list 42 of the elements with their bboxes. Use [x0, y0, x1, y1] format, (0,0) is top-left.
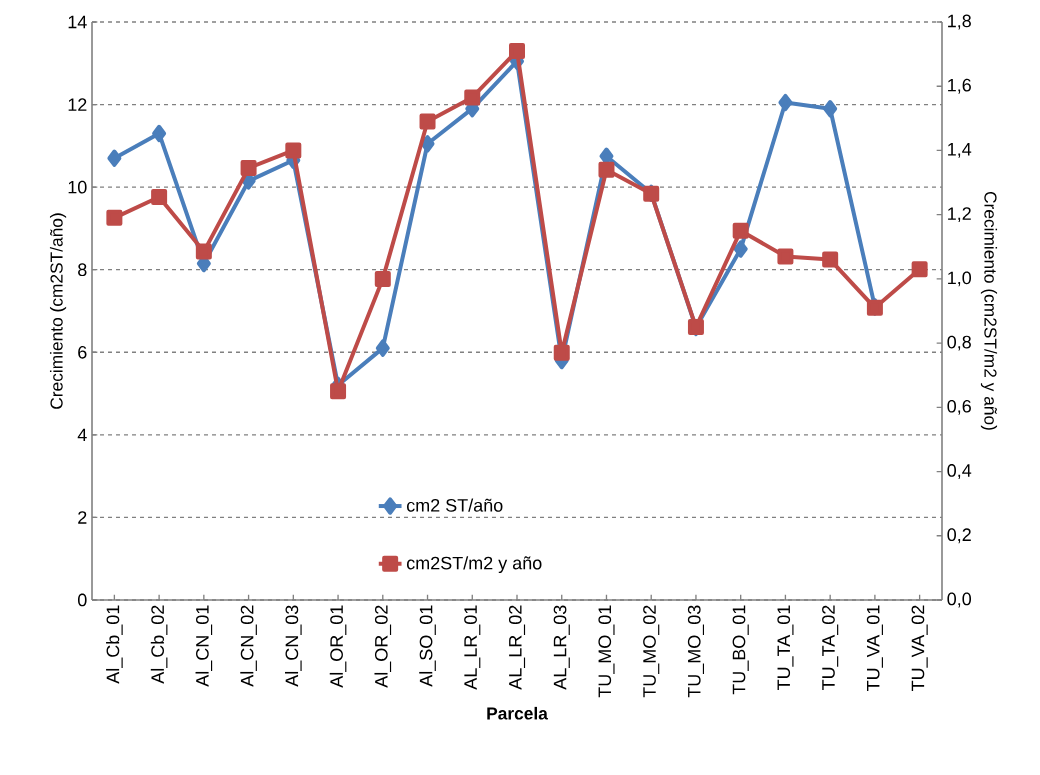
- x-tick-label: TU_BO_01: [732, 605, 749, 695]
- x-tick-label: Al_CN_02: [240, 605, 257, 687]
- y2-tick-label: 1,8: [948, 14, 971, 30]
- y2-tick-label: 0,2: [947, 528, 971, 544]
- y-tick-label: 4: [77, 428, 87, 442]
- x-tick-label: TU_MO_02: [643, 605, 660, 698]
- y-tick-label: 0: [78, 593, 87, 607]
- x-tick-label: TU_MO_01: [598, 605, 615, 698]
- y2-tick-label: 0,0: [947, 592, 972, 608]
- x-tick-label: AL_LR_03: [553, 605, 570, 690]
- legend-label: cm2ST/m2 y año: [406, 556, 542, 574]
- x-tick-label: TU_VA_01: [866, 605, 883, 692]
- y-tick-label: 6: [78, 345, 87, 359]
- y-tick-label: 2: [78, 511, 87, 524]
- y-tick-label: 8: [78, 263, 87, 277]
- x-tick-label: Al_OR_01: [329, 605, 347, 688]
- y2-axis-title: Crecimiento (cm2ST/m2 y año): [980, 191, 998, 430]
- x-tick-label: Al_SO_01: [419, 605, 436, 687]
- x-tick-label: Al_Cb_02: [150, 605, 168, 684]
- y2-tick-label: 1,6: [948, 78, 971, 94]
- x-axis-title: Parcela: [487, 706, 548, 720]
- y2-tick-label: 0,6: [947, 399, 971, 415]
- x-tick-label: TU_TA_02: [822, 605, 839, 690]
- y-tick-label: 14: [68, 15, 87, 29]
- x-tick-label: TU_MO_03: [687, 605, 705, 698]
- x-tick-label: TU_VA_02: [911, 605, 928, 692]
- y2-tick-label: 0,8: [947, 335, 971, 351]
- y2-tick-label: 0,4: [947, 464, 972, 479]
- x-tick-label: AL_LR_01: [464, 605, 481, 690]
- x-tick-label: Al_OR_02: [374, 605, 392, 688]
- y-tick-label: 10: [68, 180, 87, 194]
- x-tick-label: TU_TA_01: [777, 605, 794, 690]
- y2-tick-label: 1,4: [948, 143, 972, 158]
- x-tick-label: AL_LR_02: [508, 605, 526, 690]
- y-tick-label: 12: [68, 98, 87, 111]
- legend-label: cm2 ST/año: [406, 498, 503, 512]
- y2-tick-label: 1,2: [948, 207, 971, 223]
- x-tick-label: Al_CN_03: [285, 605, 302, 687]
- y2-tick-label: 1,0: [948, 271, 972, 287]
- x-tick-label: Al_Cb_01: [106, 605, 123, 684]
- y-axis-title: Crecimiento (cm2ST/año): [49, 213, 67, 409]
- x-tick-label: Al_CN_01: [195, 605, 213, 687]
